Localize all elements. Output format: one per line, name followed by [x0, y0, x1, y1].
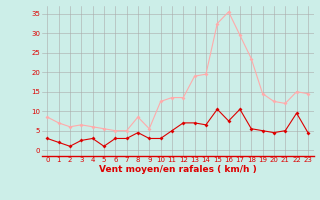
X-axis label: Vent moyen/en rafales ( km/h ): Vent moyen/en rafales ( km/h ): [99, 165, 256, 174]
